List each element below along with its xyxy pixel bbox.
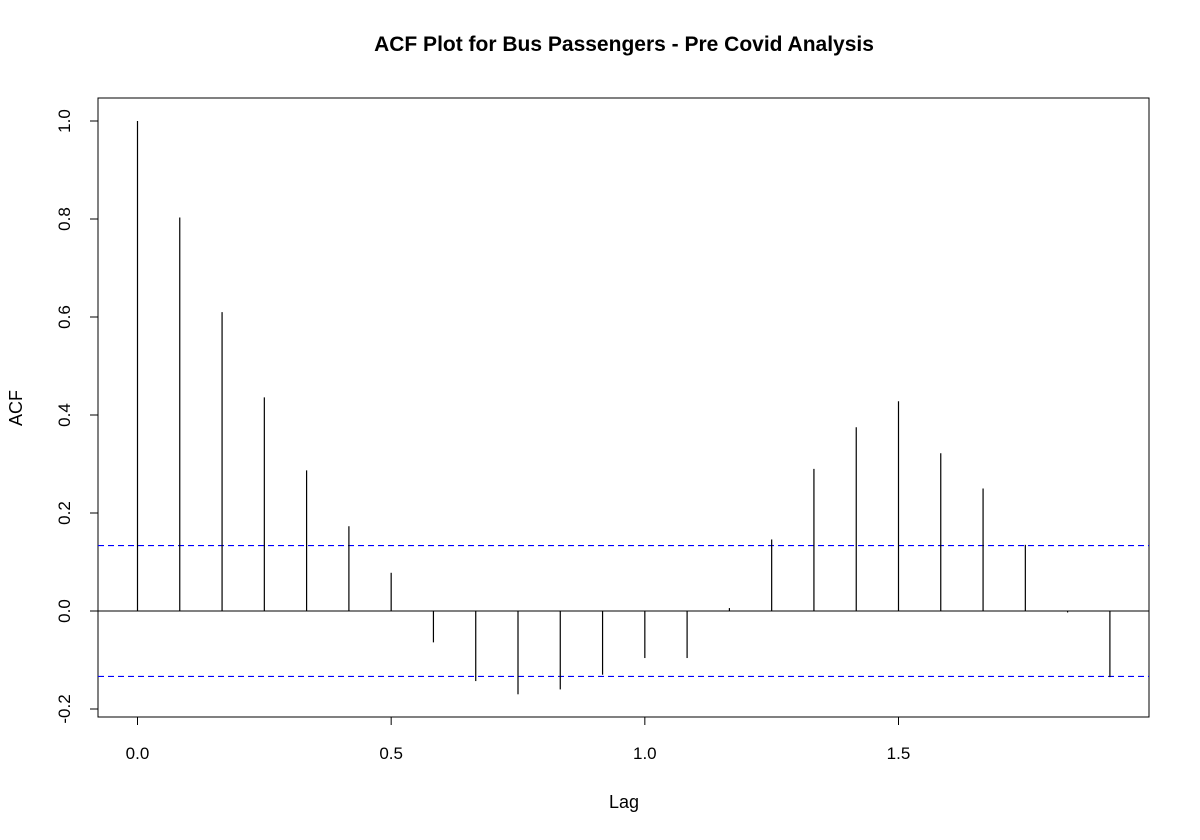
y-tick-label: 0.6 <box>55 305 74 329</box>
x-tick-label: 0.0 <box>126 744 150 763</box>
y-tick-label: 0.2 <box>55 501 74 525</box>
chart-title: ACF Plot for Bus Passengers - Pre Covid … <box>374 33 874 56</box>
x-ticks: 0.0 0.5 1.0 1.5 <box>126 717 911 763</box>
y-tick-label: 0.0 <box>55 599 74 623</box>
y-ticks: -0.2 0.0 0.2 0.4 0.6 0.8 1.0 <box>55 109 98 724</box>
x-tick-label: 1.5 <box>887 744 911 763</box>
y-tick-label: 1.0 <box>55 109 74 133</box>
y-tick-label: -0.2 <box>55 694 74 723</box>
y-tick-label: 0.8 <box>55 207 74 231</box>
x-tick-label: 1.0 <box>633 744 657 763</box>
y-tick-label: 0.4 <box>55 403 74 427</box>
plot-frame <box>97 97 1150 718</box>
y-axis-label: ACF <box>6 390 26 426</box>
x-tick-label: 0.5 <box>379 744 403 763</box>
acf-stems <box>136 121 1111 695</box>
x-axis-label: Lag <box>609 792 639 812</box>
